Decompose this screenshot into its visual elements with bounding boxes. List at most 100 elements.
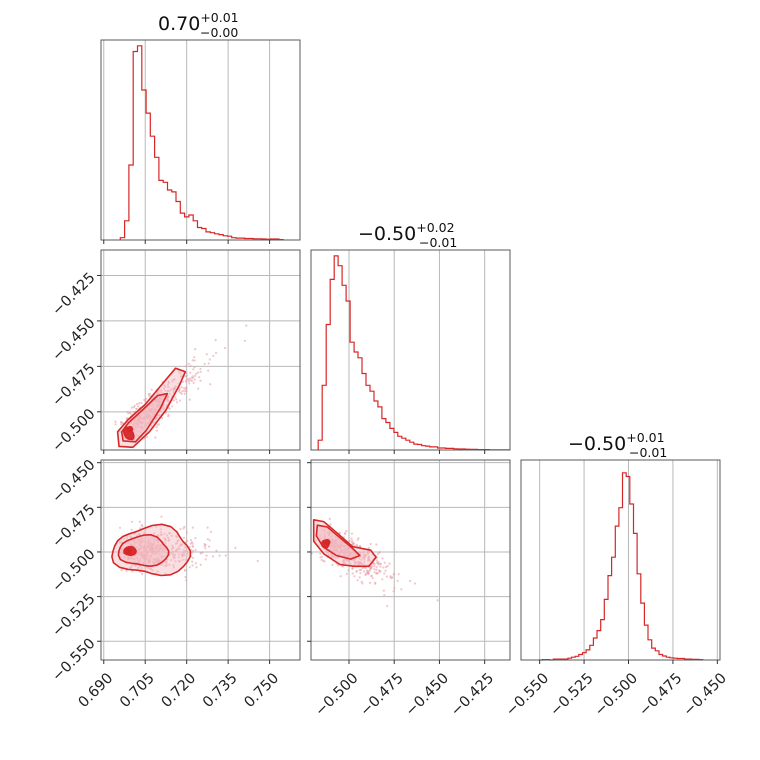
scatter-2-3-point bbox=[372, 561, 375, 565]
scatter-2-3-point bbox=[381, 557, 384, 560]
param-2-xlabel-1: −0.475 bbox=[358, 670, 407, 719]
scatter-1-3-peak bbox=[125, 547, 132, 555]
scatter-1-3-point bbox=[165, 564, 168, 567]
scatter-1-3-point bbox=[191, 564, 194, 567]
marginal-1-frame bbox=[100, 39, 301, 241]
scatter-2-3-point bbox=[357, 560, 360, 563]
scatter-1-3-point bbox=[179, 528, 182, 531]
scatter-2-3-point bbox=[369, 542, 372, 546]
scatter-2-3-point bbox=[361, 562, 364, 566]
scatter-2-3-point bbox=[391, 576, 394, 579]
scatter-1-3-point bbox=[172, 546, 175, 549]
scatter-1-3-point bbox=[209, 530, 212, 534]
scatter-1-2-point bbox=[186, 378, 189, 381]
scatter-1-2-point bbox=[209, 383, 212, 386]
scatter-2-3-point bbox=[329, 523, 332, 526]
scatter-1-2-point bbox=[245, 324, 248, 327]
scatter-2-3-point bbox=[388, 562, 391, 565]
scatter-2-3-point bbox=[375, 571, 378, 575]
scatter-2-3-frame bbox=[310, 459, 511, 661]
marginal-1-title-value: 0.70 bbox=[158, 13, 200, 35]
scatter-2-3-contour-level-1 bbox=[315, 524, 361, 560]
scatter-1-2-point bbox=[114, 420, 117, 423]
scatter-2-3-point bbox=[392, 590, 395, 593]
scatter-1-3-point bbox=[141, 572, 144, 576]
scatter-1-3-point bbox=[185, 579, 188, 582]
scatter-2-3-point bbox=[375, 566, 378, 569]
scatter-1-2-peak bbox=[126, 425, 134, 433]
scatter-2-3-point bbox=[343, 559, 346, 562]
scatter-1-3-point bbox=[172, 564, 175, 567]
scatter-1-2-point bbox=[175, 401, 179, 404]
scatter-1-2-point bbox=[199, 367, 202, 371]
scatter-1-3-point bbox=[154, 525, 157, 528]
scatter-1-3-point bbox=[195, 566, 198, 569]
scatter-2-3-point bbox=[383, 572, 386, 575]
marginal-3-steps bbox=[538, 472, 704, 661]
scatter-2-3-point bbox=[356, 544, 359, 548]
param-2-xlabel-3: −0.425 bbox=[448, 670, 497, 719]
scatter-1-3-point bbox=[151, 569, 154, 572]
scatter-1-2-point bbox=[207, 362, 210, 365]
scatter-1-2-point bbox=[164, 389, 167, 392]
scatter-1-2-point bbox=[168, 389, 171, 392]
scatter-2-3-point bbox=[331, 563, 334, 567]
scatter-1-3-point bbox=[130, 528, 133, 531]
scatter-2-3-point bbox=[363, 561, 366, 564]
scatter-1-3-point bbox=[204, 558, 207, 561]
scatter-1-2-point bbox=[203, 362, 206, 366]
scatter-1-2-point bbox=[171, 405, 174, 408]
scatter-2-3-point bbox=[359, 572, 362, 575]
scatter-1-3-point bbox=[164, 572, 167, 575]
scatter-1-3-point bbox=[129, 567, 132, 570]
scatter-2-3-point bbox=[393, 587, 396, 590]
scatter-1-3-point bbox=[170, 548, 173, 551]
scatter-1-3-point bbox=[184, 558, 187, 562]
scatter-1-2-point bbox=[181, 390, 184, 393]
scatter-1-3-contour-level-1 bbox=[117, 533, 170, 568]
scatter-1-2-point bbox=[120, 423, 123, 426]
scatter-1-3-point bbox=[165, 534, 168, 537]
scatter-1-2-point bbox=[184, 365, 187, 368]
scatter-2-3-point bbox=[368, 581, 372, 585]
scatter-2-3-point bbox=[351, 567, 354, 571]
param-2-ylabel-3: −0.425 bbox=[49, 270, 98, 319]
scatter-1-2-point bbox=[132, 406, 135, 409]
scatter-1-2-point bbox=[160, 391, 163, 394]
scatter-2-3-point bbox=[358, 576, 361, 579]
scatter-2-3-point bbox=[363, 570, 366, 573]
param-3-ylabel-4: −0.450 bbox=[49, 457, 98, 506]
scatter-2-3-point bbox=[383, 594, 386, 597]
scatter-1-3-point bbox=[189, 542, 192, 545]
param-3-ylabel-3: −0.475 bbox=[49, 502, 98, 551]
scatter-1-3-point bbox=[160, 515, 163, 518]
scatter-1-2-point bbox=[197, 387, 200, 390]
scatter-2-3-point bbox=[370, 574, 373, 578]
scatter-2-3-point bbox=[360, 558, 363, 561]
scatter-1-2-point bbox=[193, 356, 196, 359]
scatter-1-3-point bbox=[182, 549, 185, 552]
scatter-1-2-point bbox=[199, 370, 202, 373]
scatter-2-3-point bbox=[377, 569, 380, 572]
scatter-2-3-point bbox=[320, 558, 323, 562]
scatter-1-3-point bbox=[168, 563, 171, 566]
scatter-1-3-point bbox=[224, 554, 227, 557]
scatter-1-3-point bbox=[191, 556, 194, 560]
scatter-1-2-point bbox=[172, 389, 176, 392]
scatter-1-3-point bbox=[177, 560, 180, 563]
scatter-1-3-point bbox=[179, 543, 182, 546]
scatter-1-3-point bbox=[156, 570, 159, 573]
scatter-2-3-point bbox=[383, 561, 386, 564]
scatter-1-3-frame bbox=[100, 459, 301, 661]
scatter-1-2-point bbox=[170, 388, 173, 391]
scatter-1-2-point bbox=[178, 399, 182, 402]
scatter-2-3-point bbox=[362, 556, 365, 559]
scatter-1-3-point bbox=[172, 557, 175, 560]
scatter-1-3-point bbox=[184, 576, 187, 579]
scatter-1-2-point bbox=[162, 387, 166, 390]
scatter-1-3-point bbox=[211, 555, 215, 558]
scatter-2-3-point bbox=[328, 517, 331, 521]
scatter-2-3-point bbox=[373, 571, 376, 574]
scatter-1-2-point bbox=[193, 359, 196, 362]
